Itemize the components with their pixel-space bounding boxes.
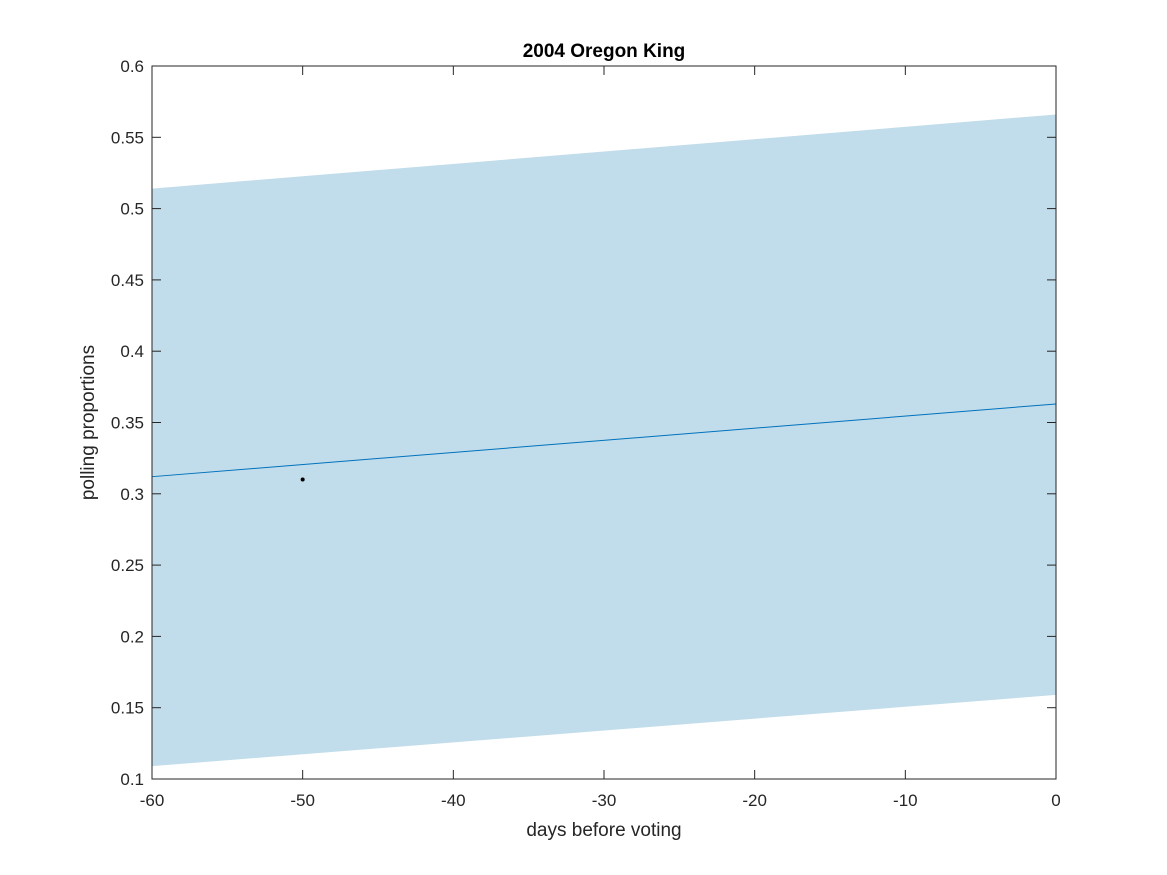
y-tick-label: 0.45: [111, 271, 144, 290]
x-tick-label: -40: [441, 791, 466, 810]
y-tick-label: 0.2: [120, 627, 144, 646]
x-tick-label: -60: [140, 791, 165, 810]
x-tick-label: -10: [893, 791, 918, 810]
y-axis-label: polling proportions: [78, 345, 99, 500]
ticks-layer: -60 -50 -40 -30 -20 -10 0 0.1 0.15 0.2 0.25 0.3 0.35…: [111, 57, 1061, 810]
y-tick-label: 0.25: [111, 556, 144, 575]
y-tick-label: 0.5: [120, 200, 144, 219]
x-axis-label: days before voting: [526, 820, 681, 841]
trend-line: [151, 403, 1057, 478]
y-tick-label: 0.6: [120, 57, 144, 76]
data-points-layer: [300, 477, 305, 482]
trend-line-layer: [151, 403, 1057, 478]
x-tick-label: -20: [742, 791, 767, 810]
y-tick-label: 0.55: [111, 128, 144, 147]
y-tick-label: 0.3: [120, 485, 144, 504]
y-tick-label: 0.15: [111, 699, 144, 718]
y-tick-label: 0.35: [111, 414, 144, 433]
x-tick-label: 0: [1051, 791, 1060, 810]
y-tick-label: 0.4: [120, 342, 144, 361]
data-point: [300, 477, 305, 482]
x-tick-label: -30: [592, 791, 617, 810]
y-tick-label: 0.1: [120, 770, 144, 789]
chart-title: 2004 Oregon King: [523, 41, 686, 62]
x-tick-label: -50: [290, 791, 315, 810]
